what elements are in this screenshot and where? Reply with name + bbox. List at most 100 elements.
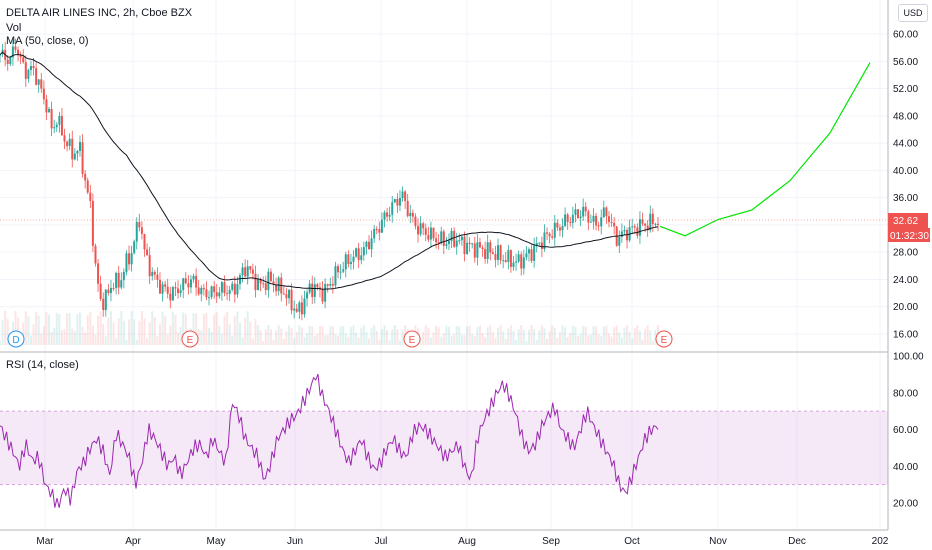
candle-body (184, 278, 187, 284)
candle-body (342, 269, 345, 272)
candle-body (169, 293, 172, 301)
candle-body (398, 197, 401, 206)
candle-body (45, 99, 48, 113)
candle-body (396, 199, 399, 206)
time-tick-label: Aug (458, 536, 476, 547)
volume-bar (626, 325, 629, 345)
event-marker[interactable] (181, 330, 199, 348)
volume-bar (71, 328, 74, 345)
currency-button[interactable]: USD (898, 4, 928, 22)
volume-bar (60, 330, 63, 345)
volume-bar (515, 340, 518, 345)
candle-body (391, 202, 394, 215)
volume-bar (76, 314, 79, 345)
volume-bar (133, 319, 136, 345)
candle-body (468, 242, 471, 245)
candle-body (347, 254, 350, 264)
candle-body (9, 57, 12, 65)
volume-bar (326, 334, 329, 345)
volume-bar (233, 316, 236, 345)
candle-body (324, 284, 327, 302)
volume-bar (45, 312, 48, 345)
candle-body (264, 283, 267, 291)
volume-bar (48, 314, 51, 345)
volume-bar (401, 330, 404, 345)
candle-body (605, 207, 608, 217)
candle-body (215, 292, 218, 297)
candle-body (213, 286, 216, 293)
rsi-band (0, 411, 888, 485)
volume-bar (435, 325, 438, 345)
candle-body (78, 142, 81, 151)
volume-bar (551, 325, 554, 345)
candle-body (254, 273, 257, 290)
candle-body (138, 221, 141, 228)
volume-bar (633, 328, 636, 345)
volume-bar (337, 335, 340, 345)
candle-body (613, 222, 616, 227)
volume-bar (68, 313, 71, 345)
volume-bar (615, 325, 618, 345)
event-marker[interactable] (7, 330, 25, 348)
candle-body (171, 287, 174, 301)
candle-body (236, 284, 239, 295)
candle-body (76, 150, 79, 154)
candle-body (223, 282, 226, 294)
volume-bar (128, 319, 131, 345)
time-tick-label: Sep (542, 536, 560, 547)
candle-body (158, 279, 161, 294)
volume-bar (91, 325, 94, 345)
volume-bar (396, 329, 399, 345)
time-tick-label: Nov (709, 536, 727, 547)
volume-bar (329, 326, 332, 345)
volume-bar (324, 335, 327, 345)
volume-bar (32, 324, 35, 345)
volume-bar (386, 330, 389, 345)
candle-body (48, 108, 51, 113)
volume-bar (112, 322, 115, 345)
volume-bar (122, 320, 125, 345)
volume-bar (308, 325, 311, 345)
volume-bar (290, 327, 293, 345)
candle-body (432, 227, 435, 239)
volume-bar (40, 333, 43, 345)
price-tick-label: 36.00 (893, 193, 918, 204)
price-axis: 60.0056.0052.0048.0044.0040.0036.0032.00… (893, 30, 918, 341)
volume-bar (631, 338, 634, 345)
volume-bar (298, 325, 301, 345)
candle-body (50, 108, 53, 129)
volume-bar (445, 325, 448, 345)
volume-bar (115, 338, 118, 345)
volume-bar (135, 340, 138, 345)
volume-bars (0, 311, 659, 345)
volume-bar (231, 335, 234, 345)
candle-body (251, 269, 254, 274)
candle-body (388, 214, 391, 217)
volume-bar (4, 311, 7, 345)
event-marker-label: E (409, 335, 416, 346)
candle-body (241, 267, 244, 276)
time-tick-label: Dec (788, 536, 806, 547)
candle-body (466, 242, 469, 255)
event-marker[interactable] (403, 330, 421, 348)
candle-body (478, 242, 481, 248)
rsi-tick-label: 20.00 (893, 499, 918, 510)
candle-body (564, 214, 567, 227)
volume-bar (638, 330, 641, 345)
candle-body (367, 241, 370, 250)
candle-body (27, 69, 30, 79)
time-axis: Mar Apr May Jun Jul Aug Sep Oct Nov Dec 202 (36, 536, 888, 547)
volume-bar (22, 322, 25, 345)
volume-bar (447, 326, 450, 345)
volume-bar (455, 326, 458, 345)
volume-bar (610, 336, 613, 345)
candle-body (571, 214, 574, 223)
event-marker[interactable] (655, 330, 673, 348)
candle-body (326, 284, 329, 286)
time-tick-label: 202 (872, 536, 889, 547)
candle-body (553, 222, 556, 238)
volume-bar (153, 317, 156, 345)
volume-bar (97, 315, 100, 345)
volume-bar (398, 340, 401, 345)
candle-body (257, 279, 260, 290)
